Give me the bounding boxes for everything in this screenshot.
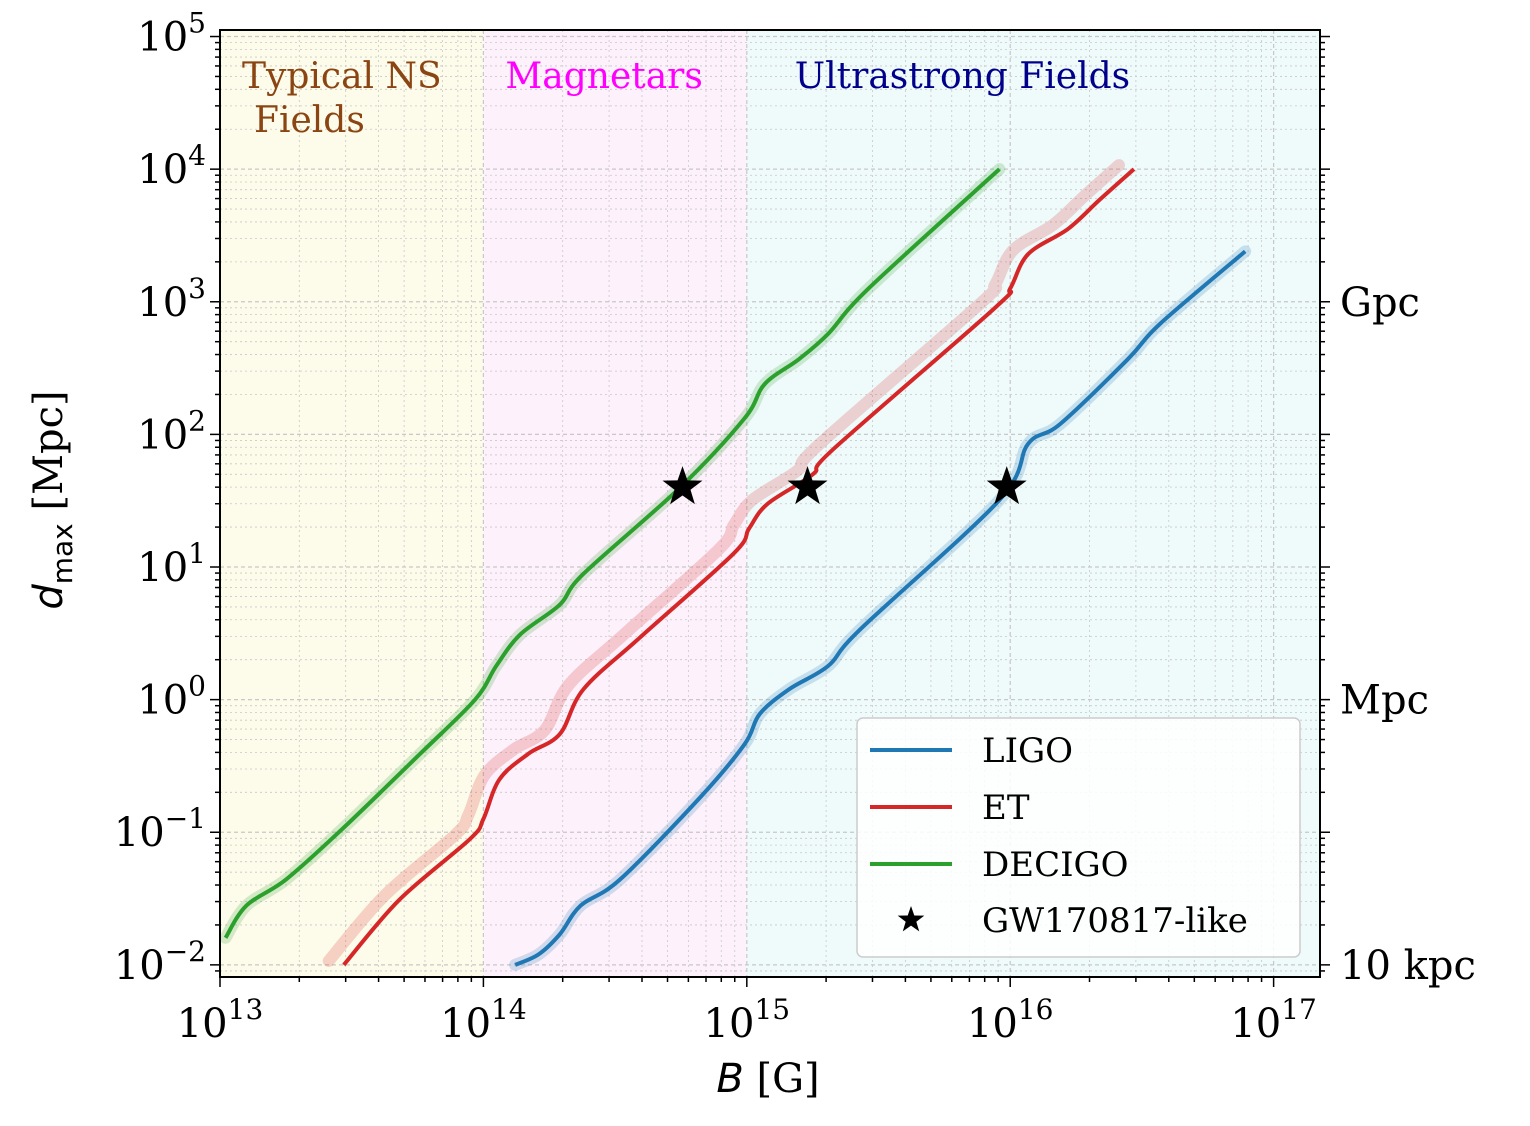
x-tick-label: 1013 <box>177 993 264 1047</box>
gw170817-star-marker <box>986 466 1027 505</box>
region-label: Ultrastrong Fields <box>795 56 1130 97</box>
right-tick-label: Mpc <box>1340 678 1429 724</box>
region-label: Magnetars <box>505 56 702 97</box>
decigo-line <box>223 167 1001 939</box>
legend-star-icon <box>897 906 925 932</box>
legend-label-ligo: LIGO <box>982 731 1073 771</box>
legend-label-et: ET <box>982 788 1030 828</box>
y-tick-label: 101 <box>137 537 206 591</box>
right-tick-label: 10 kpc <box>1340 943 1476 989</box>
x-tick-label: 1015 <box>704 993 791 1047</box>
y-axis-label: dmax [Mpc] <box>26 390 79 609</box>
x-tick-label: 1016 <box>967 993 1054 1047</box>
legend: LIGO ET DECIGO GW170817-like <box>856 717 1301 958</box>
y-tick-label: 105 <box>137 7 206 61</box>
x-tick-label: 1014 <box>440 993 527 1047</box>
et-line <box>342 167 1136 967</box>
ligo-line <box>514 249 1247 967</box>
region-label: Fields <box>254 100 365 141</box>
gw170817-star-marker <box>787 466 828 505</box>
right-tick-label: Gpc <box>1340 280 1420 326</box>
series-lines <box>219 159 1252 971</box>
region-label: Typical NS <box>242 56 442 97</box>
y-tick-label: 102 <box>137 404 206 458</box>
legend-box <box>856 717 1301 958</box>
gw170817-star-marker <box>662 466 703 505</box>
x-tick-label: 1017 <box>1230 993 1317 1047</box>
y-tick-label: 10−2 <box>114 935 206 989</box>
y-tick-label: 100 <box>137 670 206 724</box>
legend-label-gw170817: GW170817-like <box>982 901 1248 941</box>
legend-label-decigo: DECIGO <box>982 845 1129 885</box>
y-tick-label: 104 <box>137 139 206 193</box>
y-tick-label: 10−1 <box>114 802 206 856</box>
ticks: 1013 1014 1015 1016 1017 10−2 10−1 100 101 102 103… <box>114 7 1476 1047</box>
et-uncertainty-band <box>322 159 1125 967</box>
gw170817-markers <box>662 466 1027 505</box>
y-tick-label: 103 <box>137 272 206 326</box>
x-axis-label: B [G] <box>716 1056 819 1102</box>
